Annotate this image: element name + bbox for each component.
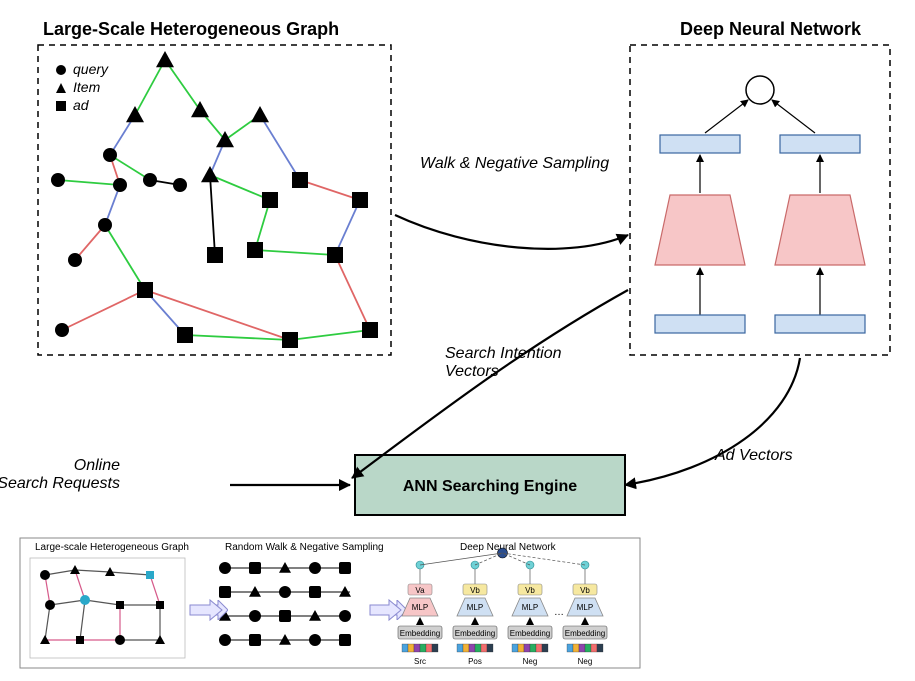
svg-text:Walk & Negative Sampling: Walk & Negative Sampling — [420, 155, 609, 172]
svg-text:Pos: Pos — [468, 657, 482, 666]
svg-text:Large-scale Heterogeneous Grap: Large-scale Heterogeneous Graph — [35, 542, 189, 553]
svg-text:ANN Searching Engine: ANN Searching Engine — [403, 478, 577, 495]
svg-text:Ad Vectors: Ad Vectors — [714, 447, 793, 464]
svg-text:MLP: MLP — [577, 603, 593, 612]
svg-text:Embedding: Embedding — [565, 629, 605, 638]
svg-text:Neg: Neg — [523, 657, 538, 666]
svg-text:Deep Neural Network: Deep Neural Network — [460, 542, 557, 553]
svg-text:Large-Scale Heterogeneous Grap: Large-Scale Heterogeneous Graph — [43, 19, 339, 39]
svg-text:ad: ad — [73, 97, 90, 113]
svg-text:query: query — [73, 61, 109, 77]
svg-text:Item: Item — [73, 79, 101, 95]
svg-text:Embedding: Embedding — [510, 629, 550, 638]
svg-text:MLP: MLP — [467, 603, 483, 612]
svg-text:MLP: MLP — [522, 603, 538, 612]
svg-text:Vb: Vb — [470, 586, 480, 595]
svg-text:Deep Neural Network: Deep Neural Network — [680, 19, 862, 39]
svg-text:MLP: MLP — [412, 603, 428, 612]
svg-text:Search IntentionVectors: Search IntentionVectors — [445, 345, 562, 380]
svg-text:Vb: Vb — [525, 586, 535, 595]
svg-text:OnlineSearch Requests: OnlineSearch Requests — [0, 457, 120, 492]
svg-text:…: … — [554, 607, 564, 618]
svg-text:Embedding: Embedding — [400, 629, 440, 638]
svg-text:Neg: Neg — [578, 657, 593, 666]
svg-text:Vb: Vb — [580, 586, 590, 595]
svg-text:Random Walk & Negative Samplin: Random Walk & Negative Sampling — [225, 542, 384, 553]
svg-text:Embedding: Embedding — [455, 629, 495, 638]
svg-text:Va: Va — [415, 586, 425, 595]
diagram-canvas: Large-Scale Heterogeneous Graph query Item… — [0, 0, 915, 681]
svg-text:Src: Src — [414, 657, 426, 666]
